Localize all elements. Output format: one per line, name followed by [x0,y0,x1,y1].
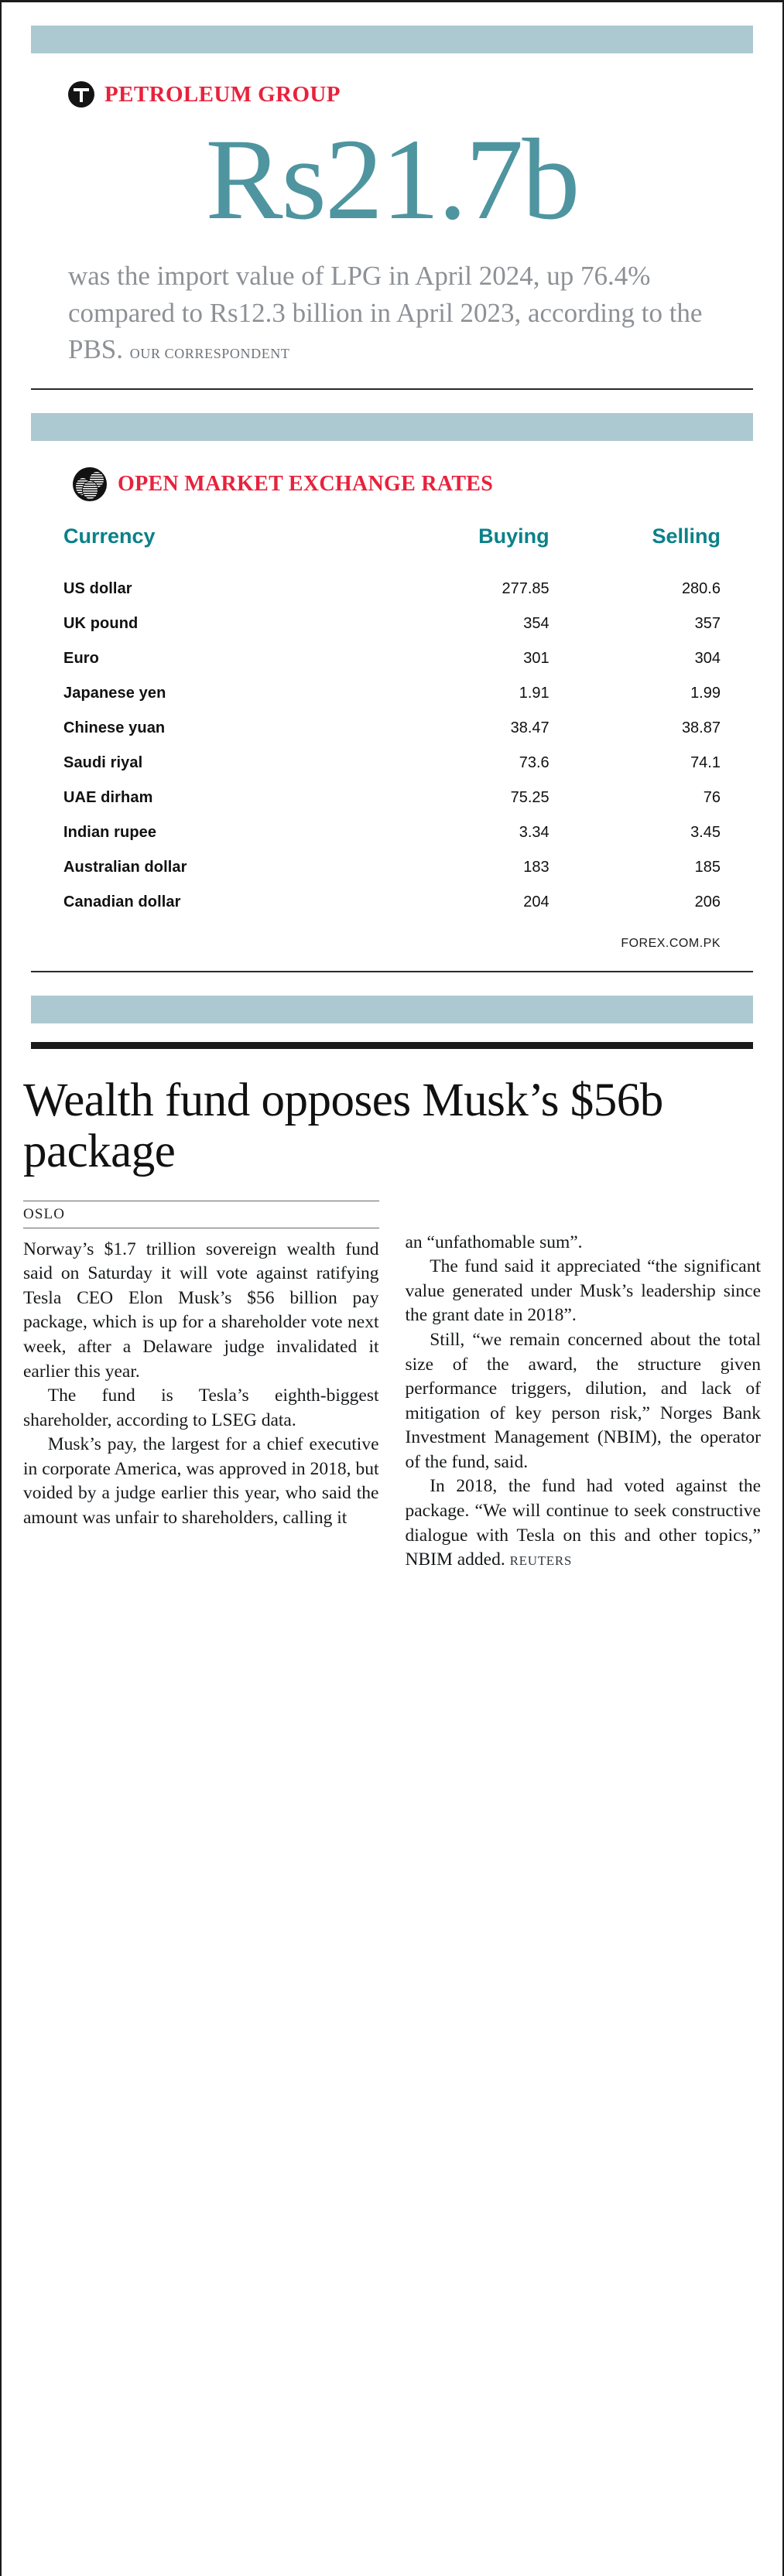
section-rule-1 [31,388,753,390]
story-paragraph: The fund said it appreciated “the signif… [405,1256,762,1326]
petroleum-kicker-row: PETROLEUM GROUP [68,81,782,108]
cell-currency: UK pound [63,614,139,632]
story-paragraph: The fund is Tesla’s eighth-biggest share… [23,1385,379,1430]
cell-buying: 277.85 [502,579,549,597]
petroleum-circle-t-icon [68,81,94,108]
forex-block: OPEN MARKET EXCHANGE RATES Currency Buyi… [2,412,782,972]
stacked-coins-icon [73,466,107,501]
agency-credit: REUTERS [509,1553,573,1569]
cell-buying: 38.47 [510,719,549,736]
cell-buying: 183 [523,858,549,876]
wealth-fund-story-block: Wealth fund opposes Musk’s $56b package … [2,995,782,1573]
story-paragraph: Still, “we remain concerned about the to… [405,1329,762,1472]
page-title: Wealth fund opposes Musk’s $56b package [23,1074,663,1177]
cell-selling: 1.99 [690,684,721,702]
story-paragraph: an “unfathomable sum”. [405,1232,583,1252]
cell-currency: Saudi riyal [63,753,143,771]
section-rule-2 [31,970,753,972]
table-row: UAE dirham 75.25 76 [63,781,721,815]
table-row: Indian rupee 3.34 3.45 [63,815,721,850]
cell-selling: 304 [694,649,721,667]
cell-selling: 280.6 [681,579,721,597]
exchange-rates-body: US dollar 277.85 280.6 UK pound 354 357 … [63,572,721,920]
column-header-selling: Selling [652,524,721,548]
cell-selling: 76 [703,788,721,806]
cell-selling: 185 [694,858,721,876]
dateline: OSLO [23,1205,66,1222]
table-row: Saudi riyal 73.6 74.1 [63,746,721,781]
cell-buying: 204 [523,893,549,910]
cell-currency: Japanese yen [63,684,166,702]
column-header-buying: Buying [478,524,549,548]
table-row: Euro 301 304 [63,641,721,676]
cell-buying: 354 [523,614,549,632]
cell-currency: Chinese yuan [63,719,166,736]
table-header-row: Currency Buying Selling [63,524,721,572]
petroleum-byline: OUR CORRESPONDENT [129,346,290,362]
cell-currency: UAE dirham [63,788,153,806]
page-top-rule [2,0,782,2]
table-row: US dollar 277.85 280.6 [63,572,721,606]
table-row: Canadian dollar 204 206 [63,885,721,920]
blue-divider-bar-bottom [31,995,753,1023]
story-paragraph-last: In 2018, the fund had voted against the … [406,1474,762,1572]
petroleum-big-number: Rs21.7b [205,115,580,244]
story-column-left: OSLO Norway’s $1.7 trillion sovereign we… [23,1200,379,1573]
cell-buying: 3.34 [519,823,549,841]
cell-currency: US dollar [63,579,132,597]
table-row: Japanese yen 1.91 1.99 [63,676,721,711]
column-header-currency: Currency [63,524,156,548]
cell-buying: 1.91 [519,684,549,702]
table-row: UK pound 354 357 [63,606,721,641]
cell-currency: Australian dollar [63,858,187,876]
cell-selling: 74.1 [690,753,721,771]
dateline-wrap: OSLO [23,1200,379,1228]
story-top-thick-rule [31,1041,753,1049]
cell-selling: 3.45 [690,823,721,841]
cell-currency: Indian rupee [63,823,157,841]
story-paragraph-text: In 2018, the fund had voted against the … [405,1476,762,1570]
forex-source-attribution: FOREX.COM.PK [621,936,721,950]
story-columns: OSLO Norway’s $1.7 trillion sovereign we… [23,1200,762,1573]
cell-buying: 75.25 [510,788,549,806]
blue-divider-bar-top [31,26,753,53]
exchange-rates-table: Currency Buying Selling US dollar 277.85… [63,524,721,920]
story-column-right: an “unfathomable sum”. The fund said it … [406,1201,762,1573]
petroleum-kicker-label: PETROLEUM GROUP [104,81,341,107]
forex-kicker-row: OPEN MARKET EXCHANGE RATES [73,466,782,501]
petroleum-lede-paragraph: was the import value of LPG in April 202… [68,258,716,368]
cell-buying: 301 [523,649,549,667]
petroleum-group-block: PETROLEUM GROUP Rs21.7b was the import v… [2,26,782,390]
column-spacer [406,1201,762,1231]
cell-selling: 206 [694,893,721,910]
cell-currency: Canadian dollar [63,893,181,910]
cell-selling: 357 [694,614,721,632]
story-paragraph: Musk’s pay, the largest for a chief exec… [23,1434,379,1529]
forex-kicker-label: OPEN MARKET EXCHANGE RATES [118,471,494,496]
table-row: Chinese yuan 38.47 38.87 [63,711,721,746]
petroleum-lede-text: was the import value of LPG in April 202… [68,261,703,365]
table-row: Australian dollar 183 185 [63,850,721,885]
cell-selling: 38.87 [681,719,721,736]
cell-buying: 73.6 [519,753,549,771]
blue-divider-bar-middle [31,412,753,441]
cell-currency: Euro [63,649,99,667]
story-paragraph: Norway’s $1.7 trillion sovereign wealth … [23,1238,379,1382]
